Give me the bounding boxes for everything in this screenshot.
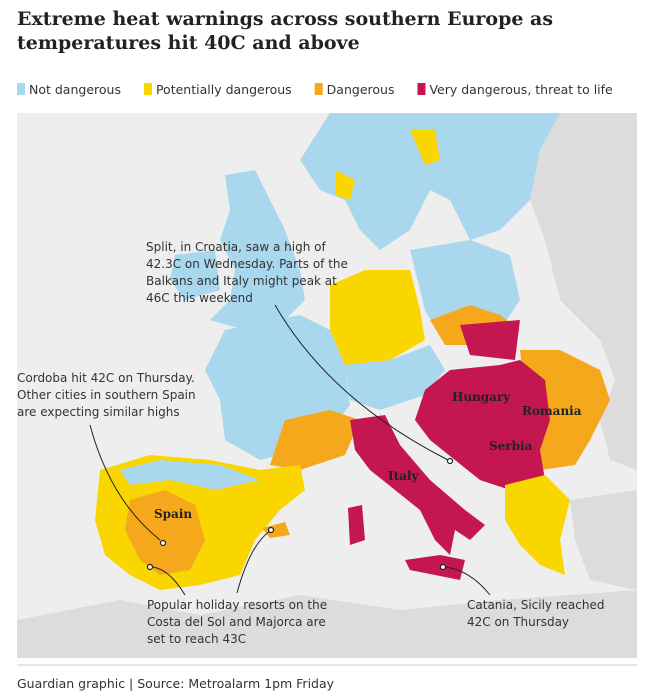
- annotation-line: Other cities in southern Spain: [17, 388, 196, 402]
- legend-swatch: [314, 83, 323, 95]
- annotation-line: 46C this weekend: [146, 291, 253, 305]
- leader-line: [444, 566, 491, 596]
- africa: [17, 590, 637, 658]
- marker: [146, 563, 154, 571]
- region: [460, 320, 520, 360]
- region: [410, 130, 440, 165]
- legend-label: Very dangerous, threat to life: [429, 82, 613, 97]
- germany: [330, 270, 425, 365]
- source: Guardian graphic | Source: Metroalarm 1p…: [17, 676, 335, 691]
- ireland: [170, 250, 220, 300]
- country-labels: Hungary Romania Serbia Italy Spain: [154, 390, 582, 521]
- legend-label: Potentially dangerous: [156, 82, 292, 97]
- annotation-line: Balkans and Italy might peak at: [146, 274, 337, 288]
- annotation-line: Split, in Croatia, saw a high of: [146, 240, 326, 254]
- sardinia: [348, 505, 365, 545]
- annotations: Split, in Croatia, saw a high of 42.3C on…: [17, 240, 604, 646]
- leader-line: [274, 304, 449, 461]
- annotation-line: 42C on Thursday: [467, 615, 569, 629]
- title-line: temperatures hit 40C and above: [17, 32, 360, 54]
- leader-line: [89, 424, 161, 541]
- country-label: Italy: [388, 469, 419, 483]
- annotation-line: set to reach 43C: [147, 632, 246, 646]
- legend-swatch: [417, 83, 426, 95]
- marker: [446, 457, 454, 465]
- italy: [350, 415, 485, 555]
- legend-label: Not dangerous: [29, 82, 121, 97]
- annotation-line: Costa del Sol and Majorca are: [147, 615, 326, 629]
- sicily: [405, 555, 465, 580]
- annotation-line: Catania, Sicily reached: [467, 598, 604, 612]
- annotation-line: 42.3C on Wednesday. Parts of the: [146, 257, 348, 271]
- region: [335, 170, 355, 200]
- turkey: [570, 490, 637, 590]
- marker: [159, 539, 167, 547]
- leader-line: [152, 566, 186, 596]
- alps: [345, 345, 445, 410]
- scandinavia: [300, 113, 560, 250]
- region: [270, 410, 360, 470]
- country-label: Romania: [522, 404, 582, 418]
- marker: [267, 526, 275, 534]
- marker: [439, 563, 447, 571]
- east-land: [530, 113, 637, 470]
- country-label: Spain: [154, 507, 192, 521]
- annotation-line: Cordoba hit 42C on Thursday.: [17, 371, 195, 385]
- annotation-line: Popular holiday resorts on the: [147, 598, 327, 612]
- region: [120, 460, 260, 490]
- country-label: Hungary: [452, 390, 511, 404]
- leader-line: [236, 530, 271, 594]
- legend-label: Dangerous: [327, 82, 395, 97]
- uk: [210, 170, 305, 330]
- title-line: Extreme heat warnings across southern Eu…: [17, 8, 553, 30]
- country-label: Serbia: [489, 439, 533, 453]
- legend: Not dangerous Potentially dangerous Danger…: [17, 82, 613, 97]
- poland: [410, 240, 520, 335]
- annotation-line: are expecting similar highs: [17, 405, 180, 419]
- legend-swatch: [143, 83, 152, 95]
- map: [17, 113, 637, 658]
- leaders: [89, 304, 491, 596]
- legend-swatch: [17, 83, 25, 95]
- greece: [505, 475, 570, 575]
- central-red: [415, 360, 550, 490]
- majorca: [262, 522, 290, 538]
- region: [125, 490, 205, 575]
